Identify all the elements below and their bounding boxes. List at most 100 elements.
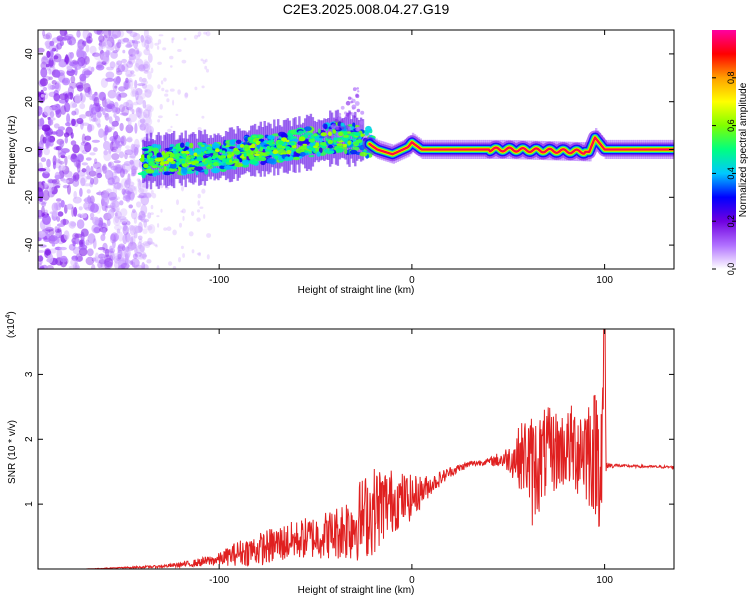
signal-clump: [342, 143, 348, 148]
noise-blob: [115, 196, 120, 200]
signal-clump: [354, 132, 361, 137]
noise-blob: [147, 237, 153, 245]
signal-clump: [272, 149, 279, 155]
noise-blob: [80, 213, 88, 219]
noise-blob: [50, 186, 58, 195]
noise-blob: [123, 101, 130, 107]
noise-blob: [47, 116, 51, 120]
signal-blob: [323, 123, 328, 130]
noise-blob: [76, 84, 84, 92]
noise-blob: [110, 233, 116, 244]
noise-blob: [87, 195, 91, 204]
noise-blob: [96, 30, 104, 36]
noise-blob: [94, 252, 99, 261]
noise-blob: [156, 215, 160, 218]
noise-blob: [131, 89, 136, 97]
noise-blob: [79, 114, 87, 119]
noise-blob: [96, 172, 103, 179]
noise-blob: [144, 242, 151, 248]
signal-clump: [320, 132, 327, 137]
noise-blob: [143, 48, 151, 56]
noise-blob: [96, 111, 102, 118]
noise-blob: [79, 103, 86, 110]
noise-blob: [182, 253, 186, 258]
colorbar-tick-label: 0.2: [726, 215, 736, 228]
colorbar-tick-label: 0.6: [726, 119, 736, 132]
noise-blob: [103, 140, 111, 151]
signal-clump: [187, 156, 191, 160]
noise-blob: [137, 241, 142, 250]
noise-blob: [84, 135, 92, 141]
noise-blob: [159, 103, 163, 110]
signal-clump: [226, 151, 233, 155]
noise-blob: [38, 47, 45, 53]
signal-blob: [219, 162, 228, 166]
noise-blob: [98, 253, 106, 259]
noise-blob: [76, 43, 85, 49]
noise-blob: [120, 112, 129, 116]
noise-blob: [72, 262, 80, 269]
noise-blob: [69, 61, 75, 67]
noise-blob: [142, 99, 147, 109]
x-tick-label: 100: [596, 275, 613, 286]
signal-clump: [212, 161, 219, 166]
noise-blob: [119, 257, 126, 264]
snr-axes: -100 0 100 1 2 3: [24, 329, 674, 586]
signal-clump: [286, 149, 292, 155]
noise-blob: [114, 206, 121, 213]
noise-blob: [134, 225, 143, 233]
noise-blob: [87, 233, 96, 244]
signal-clump: [185, 160, 193, 163]
noise-blob: [140, 218, 150, 223]
noise-blob: [113, 131, 119, 140]
noise-blob: [156, 265, 160, 269]
noise-blob: [116, 182, 123, 191]
noise-blob: [125, 77, 129, 84]
noise-blob: [105, 71, 115, 79]
noise-blob: [135, 95, 144, 105]
noise-blob: [138, 221, 143, 233]
streak-blob: [355, 94, 360, 99]
noise-blob: [137, 83, 146, 87]
noise-blob: [97, 247, 106, 251]
signal-clump: [243, 144, 250, 149]
noise-blob: [144, 89, 148, 93]
signal-clump: [159, 161, 165, 166]
noise-blob: [188, 231, 194, 237]
noise-blob: [91, 264, 96, 269]
noise-blob: [85, 242, 93, 246]
signal-halo-strip: [354, 111, 357, 167]
noise-blob: [126, 136, 133, 143]
noise-blob: [103, 151, 112, 162]
noise-blob: [126, 234, 134, 244]
noise-blob: [110, 51, 118, 59]
noise-blob: [115, 141, 120, 148]
noise-blob: [98, 190, 102, 196]
noise-blob: [118, 104, 126, 113]
noise-blob: [47, 83, 52, 90]
noise-blob: [129, 103, 134, 112]
noise-blob: [104, 41, 113, 49]
noise-blob: [160, 80, 164, 85]
signal-blob: [316, 151, 321, 157]
noise-blob: [78, 244, 88, 251]
noise-blob: [171, 38, 174, 44]
noise-blob: [70, 258, 78, 266]
noise-blob: [127, 178, 132, 184]
noise-blob: [136, 244, 145, 255]
svg-text:(x104): (x104): [5, 311, 17, 338]
noise-blob: [83, 83, 91, 93]
noise-blob: [112, 49, 119, 54]
snr-series-line: [38, 329, 674, 569]
noise-blob: [131, 210, 138, 220]
noise-blob: [45, 32, 52, 40]
noise-blob: [142, 252, 147, 260]
noise-blob: [172, 266, 177, 269]
y-tick-label: 20: [24, 96, 35, 108]
noise-blob: [122, 37, 130, 43]
noise-blob: [113, 113, 117, 118]
noise-blob: [42, 214, 51, 225]
noise-blob: [150, 204, 154, 210]
spectrogram-axes: -100 0 100 -40 -20 0 20 40: [24, 30, 674, 286]
signal-clump: [154, 158, 162, 162]
